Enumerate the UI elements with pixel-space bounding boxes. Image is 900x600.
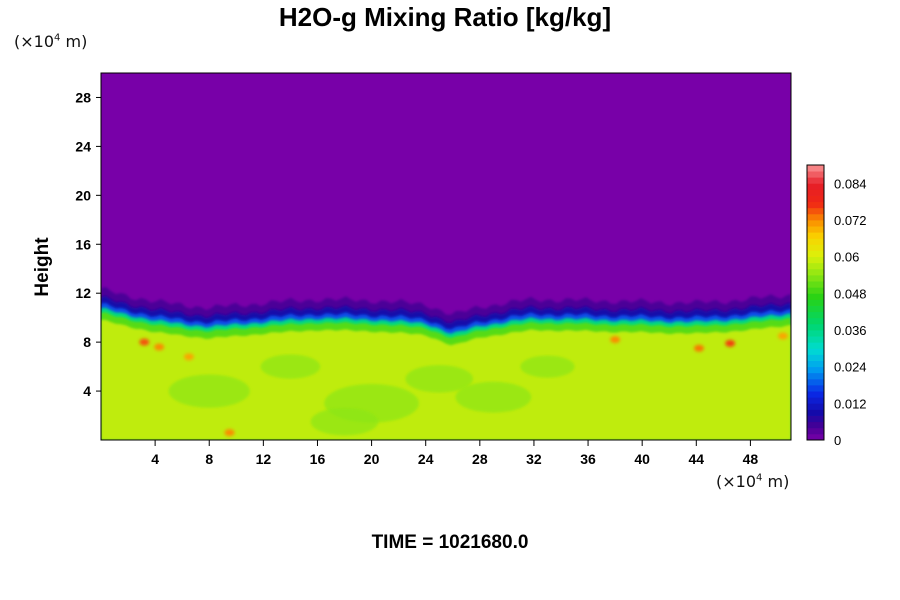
colorbar-swatch <box>807 372 824 380</box>
colorbar-tick-label: 0.036 <box>834 323 867 338</box>
colorbar-swatch <box>807 268 824 276</box>
colorbar-swatch <box>807 360 824 368</box>
x-tick-label: 28 <box>472 451 488 467</box>
colorbar-swatch <box>807 250 824 258</box>
x-tick-label: 36 <box>580 451 596 467</box>
y-tick-label: 16 <box>75 236 91 252</box>
colorbar-swatch <box>807 427 824 435</box>
colorbar-frame <box>806 164 825 441</box>
y-tick-label: 24 <box>75 138 91 154</box>
moisture-variation <box>168 374 250 408</box>
colorbar-tick-label: 0.072 <box>834 213 867 228</box>
x-tick-label: 24 <box>418 451 434 467</box>
x-axis-ticks: 4 8 12 16 20 24 28 32 36 40 44 48 <box>151 440 758 467</box>
colorbar-swatch <box>807 403 824 410</box>
colorbar-swatch <box>807 287 824 294</box>
colorbar-swatch <box>807 213 824 221</box>
colorbar-swatch <box>807 348 824 355</box>
colorbar-swatch <box>807 299 824 306</box>
colorbar-swatch <box>807 415 824 423</box>
colorbar-swatch <box>807 336 824 343</box>
colorbar-swatch <box>807 244 824 251</box>
plot-frame <box>100 72 792 441</box>
y-tick-label: 20 <box>75 187 91 203</box>
x-unit-label: (×104 m) <box>716 472 790 491</box>
colorbar-swatch <box>807 378 824 386</box>
colorbar-swatch <box>807 226 824 233</box>
moisture-variation <box>455 381 532 413</box>
colorbar-swatch <box>807 433 824 441</box>
colorbar-tick-label: 0.084 <box>834 176 867 191</box>
colorbar-swatch <box>807 293 824 300</box>
x-tick-label: 16 <box>310 451 326 467</box>
y-unit-label: (×104 m) <box>14 32 88 51</box>
x-tick-label: 44 <box>689 451 705 467</box>
colorbar-swatch <box>807 397 824 404</box>
colorbar-swatch <box>807 421 824 429</box>
moisture-variation <box>310 407 379 436</box>
moist-spot <box>610 336 621 344</box>
colorbar: 0 0.012 0.024 0.036 0.048 0.06 0.072 0.084 <box>806 164 867 448</box>
colorbar-swatch <box>807 256 824 264</box>
y-tick-label: 28 <box>75 89 91 105</box>
colorbar-swatch <box>807 238 824 245</box>
heatmap-field <box>101 73 791 440</box>
colorbar-swatch <box>807 195 824 203</box>
y-tick-label: 8 <box>83 334 91 350</box>
colorbar-swatch <box>807 281 824 288</box>
x-tick-label: 12 <box>256 451 272 467</box>
moist-spot <box>183 353 194 361</box>
x-tick-label: 8 <box>205 451 213 467</box>
moisture-variation <box>405 365 474 393</box>
colorbar-swatch <box>807 232 824 239</box>
colorbar-swatch <box>807 220 824 227</box>
moist-spot <box>777 332 788 340</box>
x-tick-label: 20 <box>364 451 380 467</box>
x-tick-label: 40 <box>634 451 650 467</box>
colorbar-swatch <box>807 201 824 209</box>
moisture-variation <box>260 354 321 379</box>
colorbar-swatch <box>807 311 824 319</box>
colorbar-tick-label: 0.048 <box>834 286 867 301</box>
colorbar-swatch <box>807 183 824 190</box>
time-label: TIME = 1021680.0 <box>371 532 529 553</box>
chart-title: H2O-g Mixing Ratio [kg/kg] <box>278 2 612 32</box>
moist-spot <box>154 343 165 351</box>
moist-spot <box>224 429 235 437</box>
colorbar-swatch <box>807 171 824 178</box>
moisture-variation <box>520 355 575 378</box>
x-tick-label: 32 <box>526 451 542 467</box>
x-tick-label: 48 <box>743 451 759 467</box>
colorbar-swatch <box>807 207 824 215</box>
colorbar-swatch <box>807 385 824 392</box>
colorbar-swatch <box>807 177 824 184</box>
colorbar-swatch <box>807 262 824 270</box>
colorbar-tick-label: 0.012 <box>834 396 867 411</box>
colorbar-tick-label: 0.06 <box>834 250 859 265</box>
colorbar-swatch <box>807 366 824 374</box>
moist-spot <box>694 344 704 352</box>
colorbar-swatch <box>807 391 824 398</box>
y-tick-label: 4 <box>83 383 91 399</box>
colorbar-swatch <box>807 275 824 282</box>
y-tick-label: 12 <box>75 285 91 301</box>
y-axis-ticks: 4 8 12 16 20 24 28 <box>75 89 101 399</box>
colorbar-swatch <box>807 409 824 416</box>
colorbar-swatch <box>807 323 824 331</box>
x-tick-label: 4 <box>151 451 159 467</box>
colorbar-swatch <box>807 330 824 337</box>
colorbar-tick-label: 0.024 <box>834 360 867 375</box>
colorbar-swatch <box>807 189 824 196</box>
colorbar-swatch <box>807 317 824 325</box>
moist-spot <box>725 339 736 347</box>
colorbar-swatch <box>807 165 824 172</box>
colorbar-tick-label: 0 <box>834 433 841 448</box>
colorbar-swatch <box>807 342 824 349</box>
colorbar-swatch <box>807 305 824 313</box>
colorbar-swatch <box>807 354 824 361</box>
moist-spot <box>139 338 150 346</box>
